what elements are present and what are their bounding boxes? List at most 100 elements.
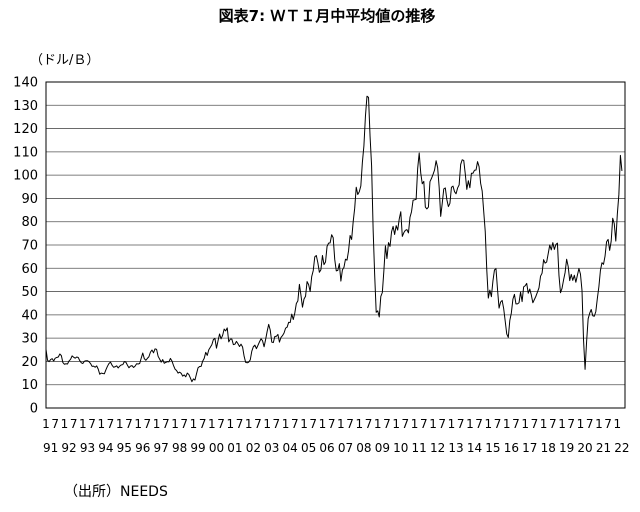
- x-year-tick-label: 10: [393, 441, 408, 455]
- x-month-tick-label: 1: [595, 417, 603, 431]
- y-tick-label: 140: [13, 76, 38, 91]
- x-month-tick-label: 1: [319, 417, 327, 431]
- x-month-tick-label: 7: [180, 417, 188, 431]
- y-tick-label: 60: [21, 262, 38, 277]
- y-tick-label: 50: [21, 285, 38, 300]
- x-month-tick-label: 1: [134, 417, 142, 431]
- x-year-tick-label: 13: [448, 441, 463, 455]
- x-month-tick-label: 7: [586, 417, 594, 431]
- x-month-tick-label: 1: [42, 417, 50, 431]
- x-year-tick-label: 07: [338, 441, 353, 455]
- x-month-tick-label: 1: [503, 417, 511, 431]
- x-year-tick-label: 05: [301, 441, 316, 455]
- x-month-tick-label: 1: [429, 417, 437, 431]
- x-year-tick-label: 00: [209, 441, 224, 455]
- x-month-tick-label: 1: [521, 417, 529, 431]
- x-year-tick-label: 06: [319, 441, 334, 455]
- x-year-tick-label: 01: [227, 441, 242, 455]
- x-month-tick-label: 1: [61, 417, 69, 431]
- y-tick-label: 20: [21, 355, 38, 370]
- x-year-tick-label: 03: [264, 441, 279, 455]
- x-month-tick-label: 7: [475, 417, 483, 431]
- x-year-tick-label: 15: [485, 441, 500, 455]
- x-month-tick-label: 7: [567, 417, 575, 431]
- y-tick-label: 90: [21, 192, 38, 207]
- x-month-tick-label: 1: [153, 417, 161, 431]
- x-year-tick-label: 98: [172, 441, 187, 455]
- x-year-tick-label: 04: [283, 441, 298, 455]
- x-year-tick-label: 94: [98, 441, 113, 455]
- y-tick-label: 110: [13, 145, 38, 160]
- x-month-tick-label: 1: [226, 417, 234, 431]
- x-month-tick-label: 7: [236, 417, 244, 431]
- y-tick-label: 0: [30, 402, 38, 417]
- y-tick-label: 80: [21, 215, 38, 230]
- x-month-tick-label: 1: [540, 417, 548, 431]
- x-month-tick-label: 7: [365, 417, 373, 431]
- x-year-tick-label: 08: [356, 441, 371, 455]
- x-year-tick-label: 99: [190, 441, 205, 455]
- x-month-tick-label: 1: [558, 417, 566, 431]
- source-note: （出所）NEEDS: [64, 484, 168, 500]
- y-tick-label: 30: [21, 332, 38, 347]
- x-month-tick-label: 7: [70, 417, 78, 431]
- x-year-tick-label: 22: [614, 441, 629, 455]
- y-tick-label: 100: [13, 169, 38, 184]
- x-year-tick-label: 12: [430, 441, 445, 455]
- x-year-tick-label: 14: [467, 441, 482, 455]
- x-month-tick-label: 7: [107, 417, 115, 431]
- x-month-tick-label: 7: [457, 417, 465, 431]
- x-month-tick-label: 1: [171, 417, 179, 431]
- x-month-tick-label: 1: [466, 417, 474, 431]
- x-year-tick-label: 20: [577, 441, 592, 455]
- x-month-tick-label: 7: [328, 417, 336, 431]
- y-tick-label: 120: [13, 122, 38, 137]
- y-axis-unit-label: （ドル/Ｂ）: [30, 53, 100, 68]
- x-month-tick-label: 7: [88, 417, 96, 431]
- x-month-tick-label: 7: [254, 417, 262, 431]
- x-year-tick-label: 11: [412, 441, 427, 455]
- x-month-tick-label: 1: [208, 417, 216, 431]
- chart-title: 図表7: ＷＴＩ月中平均値の推移: [218, 7, 436, 25]
- x-month-tick-label: 7: [217, 417, 225, 431]
- x-year-tick-label: 16: [504, 441, 519, 455]
- x-year-tick-label: 95: [117, 441, 132, 455]
- x-month-tick-label: 7: [144, 417, 152, 431]
- x-month-tick-label: 1: [97, 417, 105, 431]
- y-tick-label: 130: [13, 99, 38, 114]
- x-month-tick-label: 1: [300, 417, 308, 431]
- x-year-tick-label: 19: [559, 441, 574, 455]
- x-month-tick-label: 7: [346, 417, 354, 431]
- x-month-tick-label: 7: [531, 417, 539, 431]
- x-month-tick-label: 7: [199, 417, 207, 431]
- x-month-tick-label: 1: [374, 417, 382, 431]
- x-month-tick-label: 7: [438, 417, 446, 431]
- x-year-tick-label: 91: [43, 441, 58, 455]
- x-year-tick-label: 97: [154, 441, 169, 455]
- x-month-tick-label: 1: [190, 417, 198, 431]
- x-month-tick-label: 7: [512, 417, 520, 431]
- x-year-tick-label: 17: [522, 441, 537, 455]
- x-month-tick-label: 7: [549, 417, 557, 431]
- x-month-tick-label: 7: [51, 417, 59, 431]
- x-month-tick-label: 1: [337, 417, 345, 431]
- x-month-tick-label: 7: [291, 417, 299, 431]
- x-month-tick-label: 1: [263, 417, 271, 431]
- x-month-tick-label: 1: [116, 417, 124, 431]
- x-month-tick-label: 1: [355, 417, 363, 431]
- x-month-tick-label: 7: [125, 417, 133, 431]
- x-month-tick-label: 1: [448, 417, 456, 431]
- x-month-tick-label: 1: [411, 417, 419, 431]
- x-month-tick-label: 1: [245, 417, 253, 431]
- plot-frame: [45, 81, 626, 409]
- x-month-tick-label: 7: [383, 417, 391, 431]
- x-month-tick-label: 1: [484, 417, 492, 431]
- x-month-tick-label: 7: [309, 417, 317, 431]
- x-year-tick-label: 21: [596, 441, 611, 455]
- x-year-tick-label: 02: [246, 441, 261, 455]
- x-month-tick-label: 7: [494, 417, 502, 431]
- x-month-tick-label: 1: [282, 417, 290, 431]
- x-month-tick-label: 7: [162, 417, 170, 431]
- x-year-tick-label: 93: [80, 441, 95, 455]
